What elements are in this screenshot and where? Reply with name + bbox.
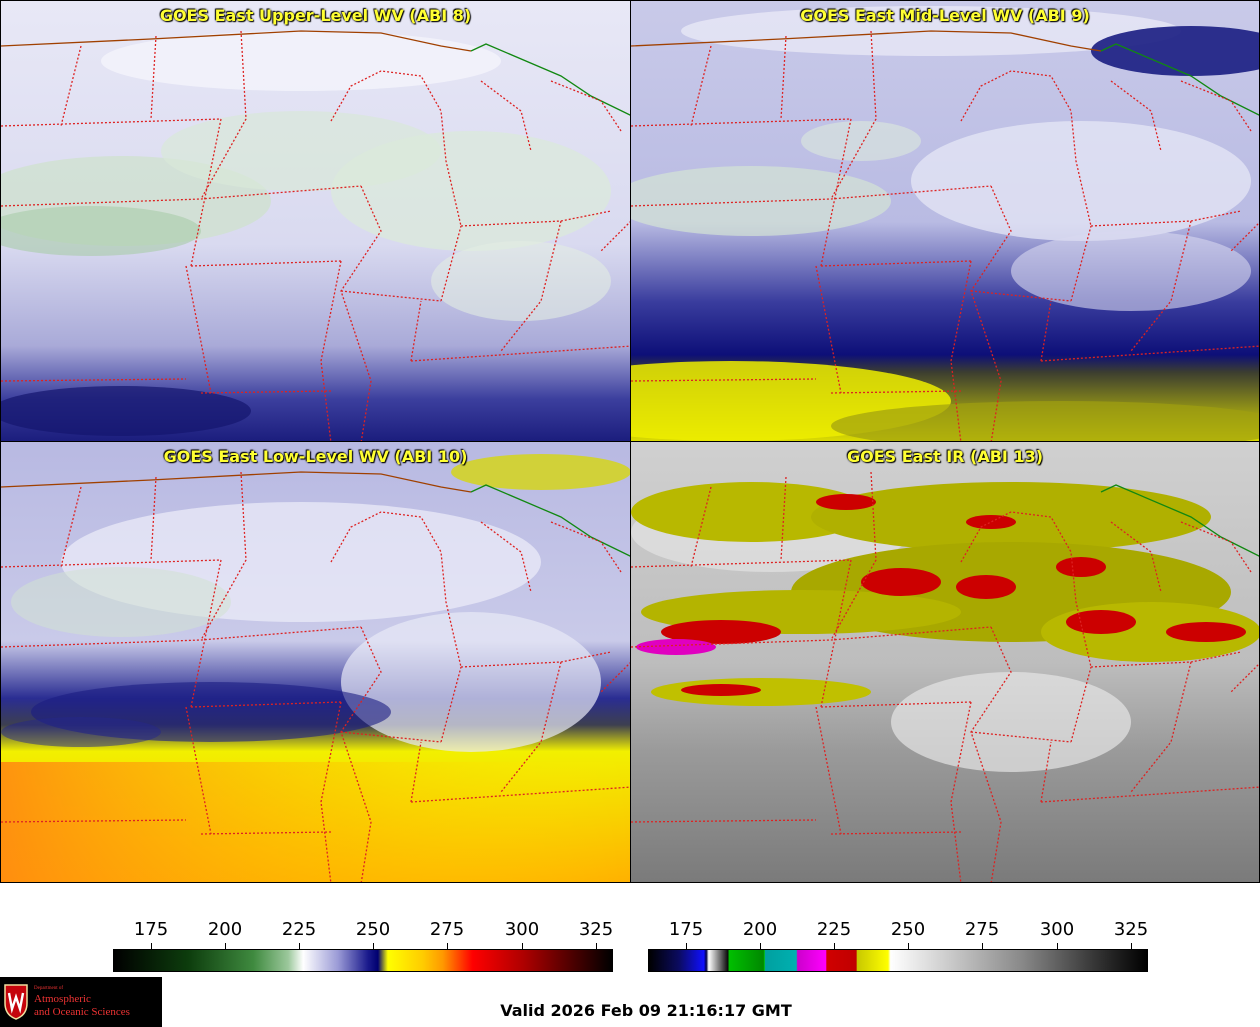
panel-ir: GOES East IR (ABI 13) [630,441,1260,883]
colorbar-ir-gradient [648,949,1148,972]
tick-mark [151,943,152,950]
tick-label: 225 [816,919,852,940]
wv-mid-image [631,1,1259,441]
tick-label: 300 [1039,919,1075,940]
tick-label: 325 [578,919,614,940]
panel-title: GOES East IR (ABI 13) [846,447,1044,466]
tick-mark [760,943,761,950]
panel-title: GOES East Low-Level WV (ABI 10) [163,447,468,466]
tick-mark [908,943,909,950]
ir-image [631,442,1259,882]
logo-line-2: Atmospheric [34,993,91,1005]
tick-label: 200 [742,919,778,940]
tick-mark [596,943,597,950]
tick-label: 275 [964,919,1000,940]
tick-label: 250 [890,919,926,940]
wv-upper-image [1,1,630,441]
aos-logo: Department of Atmospheric and Oceanic Sc… [0,977,162,1027]
logo-line-3: and Oceanic Sciences [34,1006,130,1018]
tick-mark [373,943,374,950]
colorbar-wv: 175 200 225 250 275 300 325 [113,919,613,979]
tick-mark [447,943,448,950]
panel-title: GOES East Mid-Level WV (ABI 9) [800,6,1090,25]
panel-upper-level-wv: GOES East Upper-Level WV (ABI 8) [0,0,631,442]
tick-label: 225 [281,919,317,940]
wv-low-image [1,442,630,882]
panel-mid-level-wv: GOES East Mid-Level WV (ABI 9) [630,0,1260,442]
colorbar-ir: 175 200 225 250 275 300 325 [648,919,1148,979]
tick-label: 275 [429,919,465,940]
tick-mark [1131,943,1132,950]
tick-mark [225,943,226,950]
tick-mark [686,943,687,950]
panel-low-level-wv: GOES East Low-Level WV (ABI 10) [0,441,631,883]
panel-title: GOES East Upper-Level WV (ABI 8) [159,6,472,25]
tick-label: 200 [207,919,243,940]
logo-line-1: Department of [34,986,64,991]
tick-mark [1057,943,1058,950]
tick-mark [299,943,300,950]
colorbar-wv-gradient [113,949,613,972]
tick-label: 175 [133,919,169,940]
tick-mark [522,943,523,950]
valid-time: Valid 2026 Feb 09 21:16:17 GMT [500,1001,792,1020]
tick-label: 300 [504,919,540,940]
uw-crest-icon [4,984,28,1020]
tick-label: 325 [1113,919,1149,940]
tick-label: 175 [668,919,704,940]
tick-mark [834,943,835,950]
tick-mark [982,943,983,950]
tick-label: 250 [355,919,391,940]
